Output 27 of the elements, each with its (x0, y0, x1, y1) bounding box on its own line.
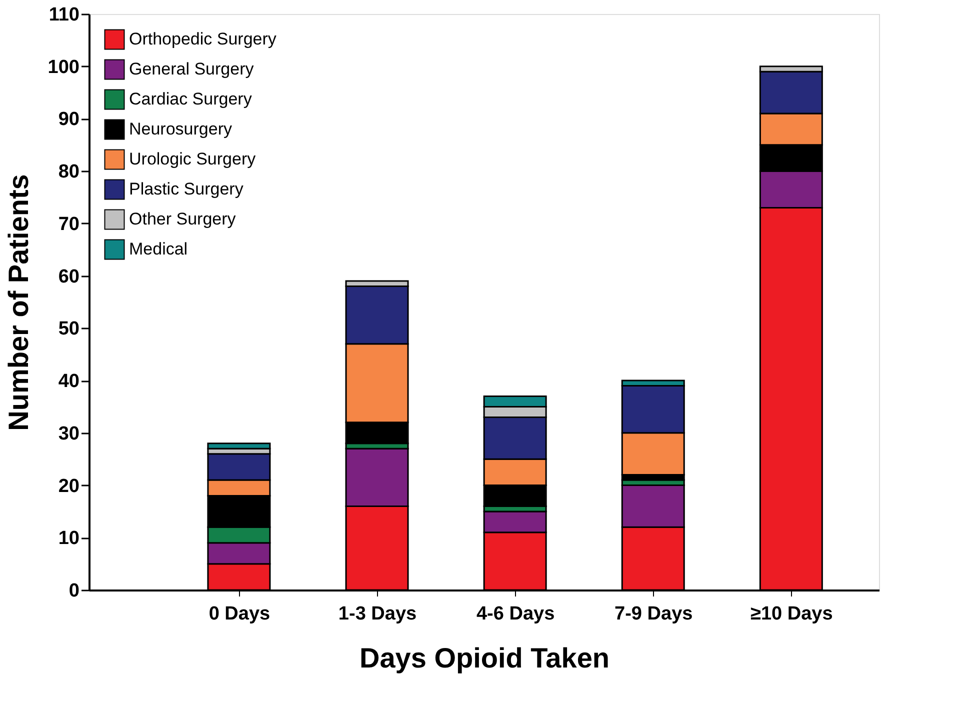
x-axis-title: Days Opioid Taken (360, 642, 610, 674)
y-tick-label: 40 (58, 371, 80, 392)
y-tick-label: 110 (48, 4, 80, 26)
x-tick-label: 7-9 Days (614, 604, 693, 624)
y-tick-label: 90 (58, 109, 80, 130)
y-tick-label: 30 (58, 423, 80, 444)
legend-label: Cardiac Surgery (129, 90, 252, 108)
y-tick-label: 50 (58, 318, 80, 340)
x-tick-label: ≥10 Days (750, 604, 833, 624)
legend-label: Medical (129, 240, 188, 258)
y-tick-label: 80 (58, 162, 80, 183)
legend-label: Urologic Surgery (129, 150, 256, 168)
y-tick-label: 70 (58, 214, 80, 235)
x-tick-label: 1-3 Days (338, 604, 417, 624)
x-tick-label: 0 Days (208, 604, 270, 624)
legend-label: Neurosurgery (129, 120, 232, 138)
y-tick-label: 0 (68, 580, 80, 602)
x-tick-label: 4-6 Days (476, 604, 555, 624)
y-tick-label: 20 (58, 476, 80, 497)
y-tick-label: 60 (58, 266, 80, 288)
legend-label: Plastic Surgery (129, 180, 244, 198)
y-axis-title: Number of Patients (2, 174, 34, 431)
y-tick-label: 10 (58, 528, 80, 550)
legend-label: Other Surgery (129, 210, 236, 228)
legend-label: General Surgery (129, 60, 254, 78)
y-tick-label: 100 (48, 56, 80, 78)
legend-label: Orthopedic Surgery (129, 30, 277, 48)
